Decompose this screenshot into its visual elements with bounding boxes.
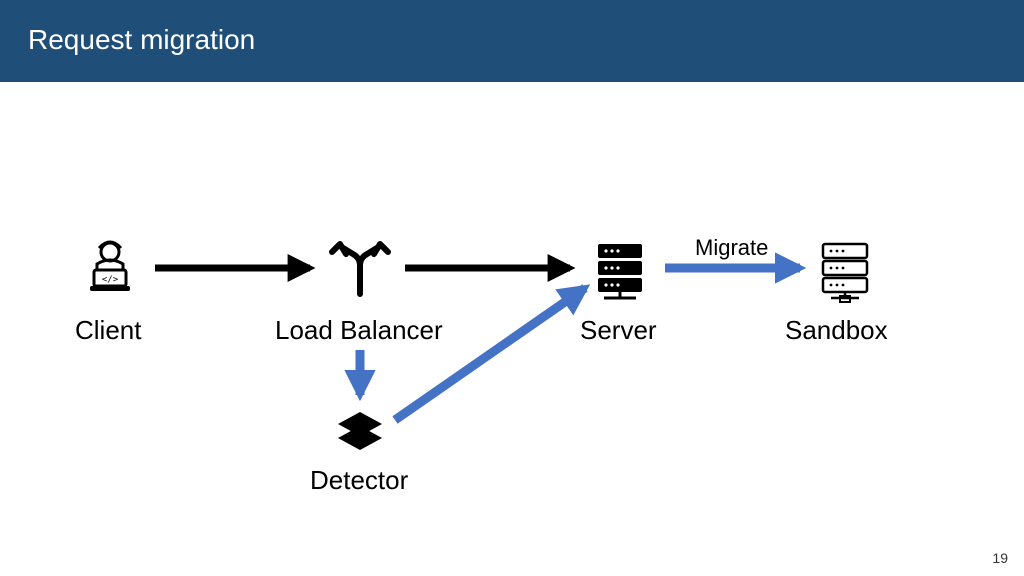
- sandbox-icon: [823, 244, 867, 302]
- page-number: 19: [992, 550, 1008, 566]
- edge-detector-to-server: [395, 288, 585, 420]
- client-label: Client: [75, 315, 141, 346]
- migrate-label: Migrate: [695, 235, 768, 261]
- svg-text:</>: </>: [102, 275, 119, 285]
- load-balancer-label: Load Balancer: [275, 315, 443, 346]
- detector-label: Detector: [310, 465, 408, 496]
- slide: { "header": { "title": "Request migratio…: [0, 0, 1024, 576]
- diagram-canvas: </>: [0, 0, 1024, 576]
- slide-header: Request migration: [0, 0, 1024, 82]
- detector-icon: [338, 412, 382, 450]
- server-label: Server: [580, 315, 657, 346]
- server-icon: [598, 244, 642, 298]
- client-icon: </>: [90, 242, 130, 291]
- slide-title: Request migration: [28, 24, 996, 56]
- sandbox-label: Sandbox: [785, 315, 888, 346]
- load-balancer-icon: [332, 244, 388, 294]
